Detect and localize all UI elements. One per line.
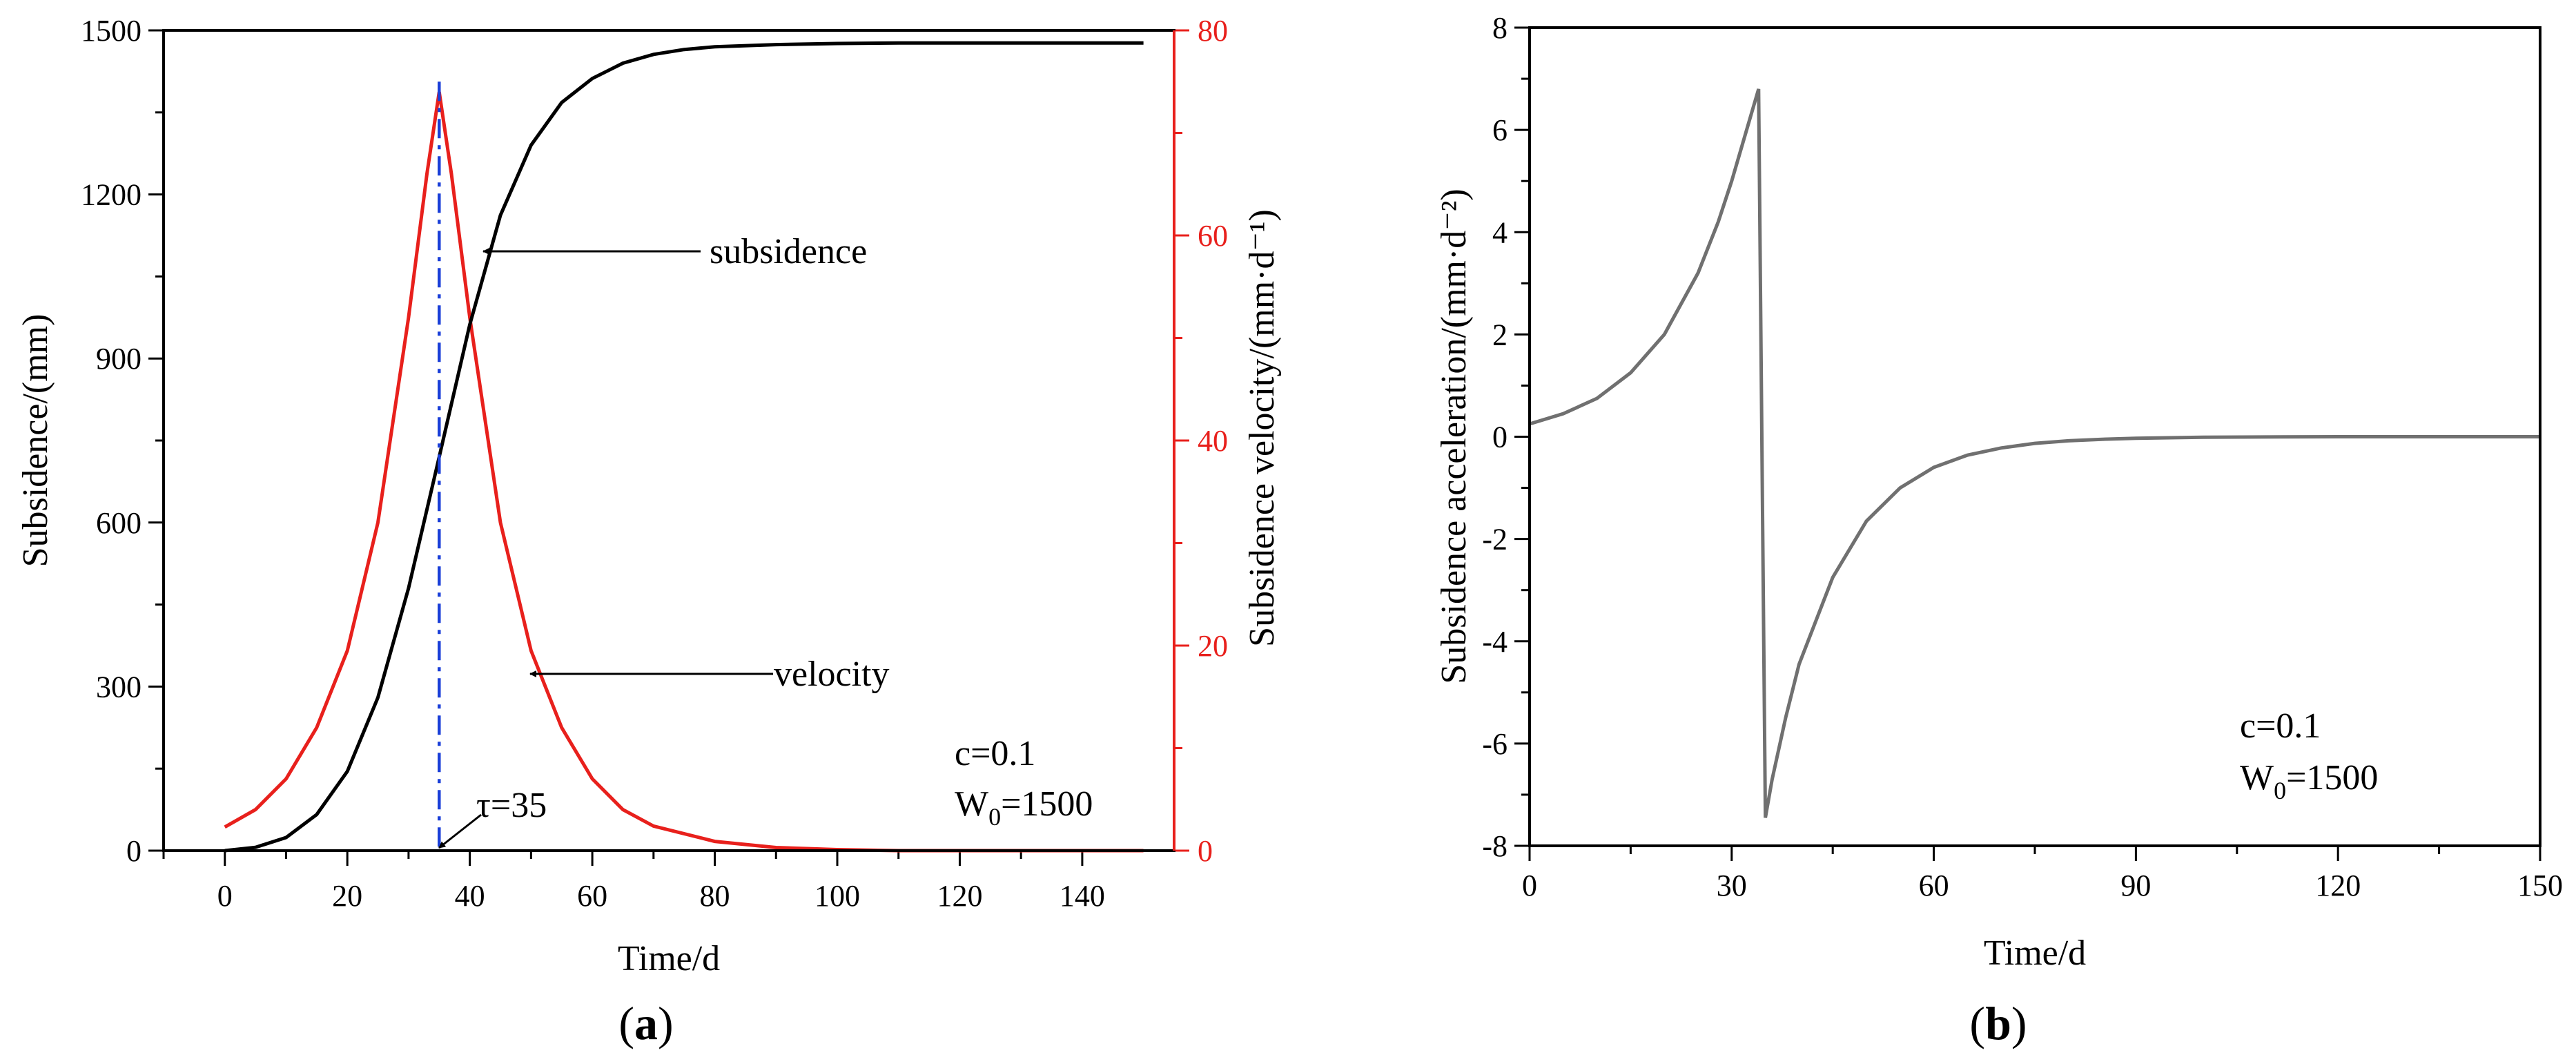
panel-b-y-tick-label: 2 [1492, 318, 1507, 351]
panel-a-ylabel: Subsidence/(mm) [16, 314, 55, 568]
panel-a-x-tick-label: 140 [1060, 879, 1105, 913]
panel-b-y-tick-label: 6 [1492, 113, 1507, 147]
panel-a-w-param: W0=1500 [955, 784, 1093, 831]
panel-b-x-tick-label: 0 [1522, 869, 1537, 902]
subsidence-series-line [224, 41, 1144, 853]
panel-b: 0 30 60 90 120 150 -8 -6 -4 -2 0 2 4 6 8 Time/d Subsid… [1434, 11, 2563, 1050]
panel-a-x-tick-label: 120 [937, 879, 982, 913]
panel-b-y-tick-label: -4 [1482, 625, 1507, 659]
panel-a-x-tick-label: 20 [332, 879, 362, 913]
tau-arrow [438, 813, 482, 849]
panel-b-y-tick-label: 8 [1492, 11, 1507, 45]
panel-a-y-tick-label: 0 [126, 834, 142, 868]
panel-b-frame [1528, 26, 2541, 847]
panel-b-y-tick-label: 4 [1492, 215, 1507, 249]
acceleration-series-line [1529, 88, 2540, 818]
panel-a-y2-tick-label: 40 [1198, 424, 1228, 458]
panel-a-c-param: c=0.1 [955, 734, 1035, 773]
panel-a-x-tick-label: 100 [814, 879, 860, 913]
panel-a-y-tick-label: 600 [96, 506, 142, 540]
panel-a-y2-tick-label: 0 [1198, 834, 1213, 868]
panel-b-ylabel: Subsidence acceleration/(mm·d⁻²) [1434, 188, 1474, 684]
panel-b-c-param: c=0.1 [2240, 706, 2321, 746]
panel-a-x-tick-label: 60 [577, 879, 607, 913]
velocity-annotation: velocity [774, 655, 890, 694]
panel-a-y2-tick-label: 80 [1198, 14, 1228, 48]
panel-a-y2-tick-label: 60 [1198, 219, 1228, 253]
panel-b-x-tick-label: 150 [2517, 869, 2563, 902]
panel-b-x-tick-label: 60 [1919, 869, 1949, 902]
panel-b-y-tick-label: 0 [1492, 420, 1507, 454]
panel-a-y-tick-label: 300 [96, 670, 142, 704]
tau-annotation: τ=35 [476, 786, 547, 825]
panel-a-x-tick-label: 80 [700, 879, 730, 913]
panel-a-y-tick-label: 1500 [81, 14, 142, 48]
panel-a: 0 20 40 60 80 100 120 140 0 300 600 900 1200 1500 0 20 4… [16, 14, 1282, 1050]
panel-b-x-tick-label: 30 [1717, 869, 1747, 902]
panel-a-label: (a) [618, 997, 673, 1050]
panel-b-xlabel: Time/d [1984, 934, 2086, 973]
panel-b-ticks: 0 30 60 90 120 150 -8 -6 -4 -2 0 2 4 6 8 [1482, 11, 2563, 902]
panel-a-y2label: Subsidence velocity/(mm·d⁻¹) [1242, 209, 1282, 647]
panel-b-x-tick-label: 90 [2120, 869, 2151, 902]
panel-a-xlabel: Time/d [618, 939, 720, 978]
velocity-series-line [224, 91, 1144, 853]
panel-b-y-tick-label: -6 [1482, 727, 1507, 761]
panel-b-x-tick-label: 120 [2315, 869, 2361, 902]
panel-a-x-tick-label: 0 [217, 879, 233, 913]
panel-b-label: (b) [1969, 997, 2027, 1050]
panel-b-y-tick-label: -2 [1482, 523, 1507, 557]
panel-b-w-param: W0=1500 [2240, 758, 2378, 804]
panel-b-y-tick-label: -8 [1482, 829, 1507, 863]
subsidence-annotation: subsidence [710, 232, 867, 271]
panel-a-y-tick-label: 1200 [81, 178, 142, 212]
panel-a-x-tick-label: 40 [455, 879, 485, 913]
panel-a-y-tick-label: 900 [96, 342, 142, 376]
panel-a-y2-tick-label: 20 [1198, 629, 1228, 663]
panel-a-ticks: 0 20 40 60 80 100 120 140 0 300 600 900 1200 1500 0 20 4… [81, 14, 1228, 913]
